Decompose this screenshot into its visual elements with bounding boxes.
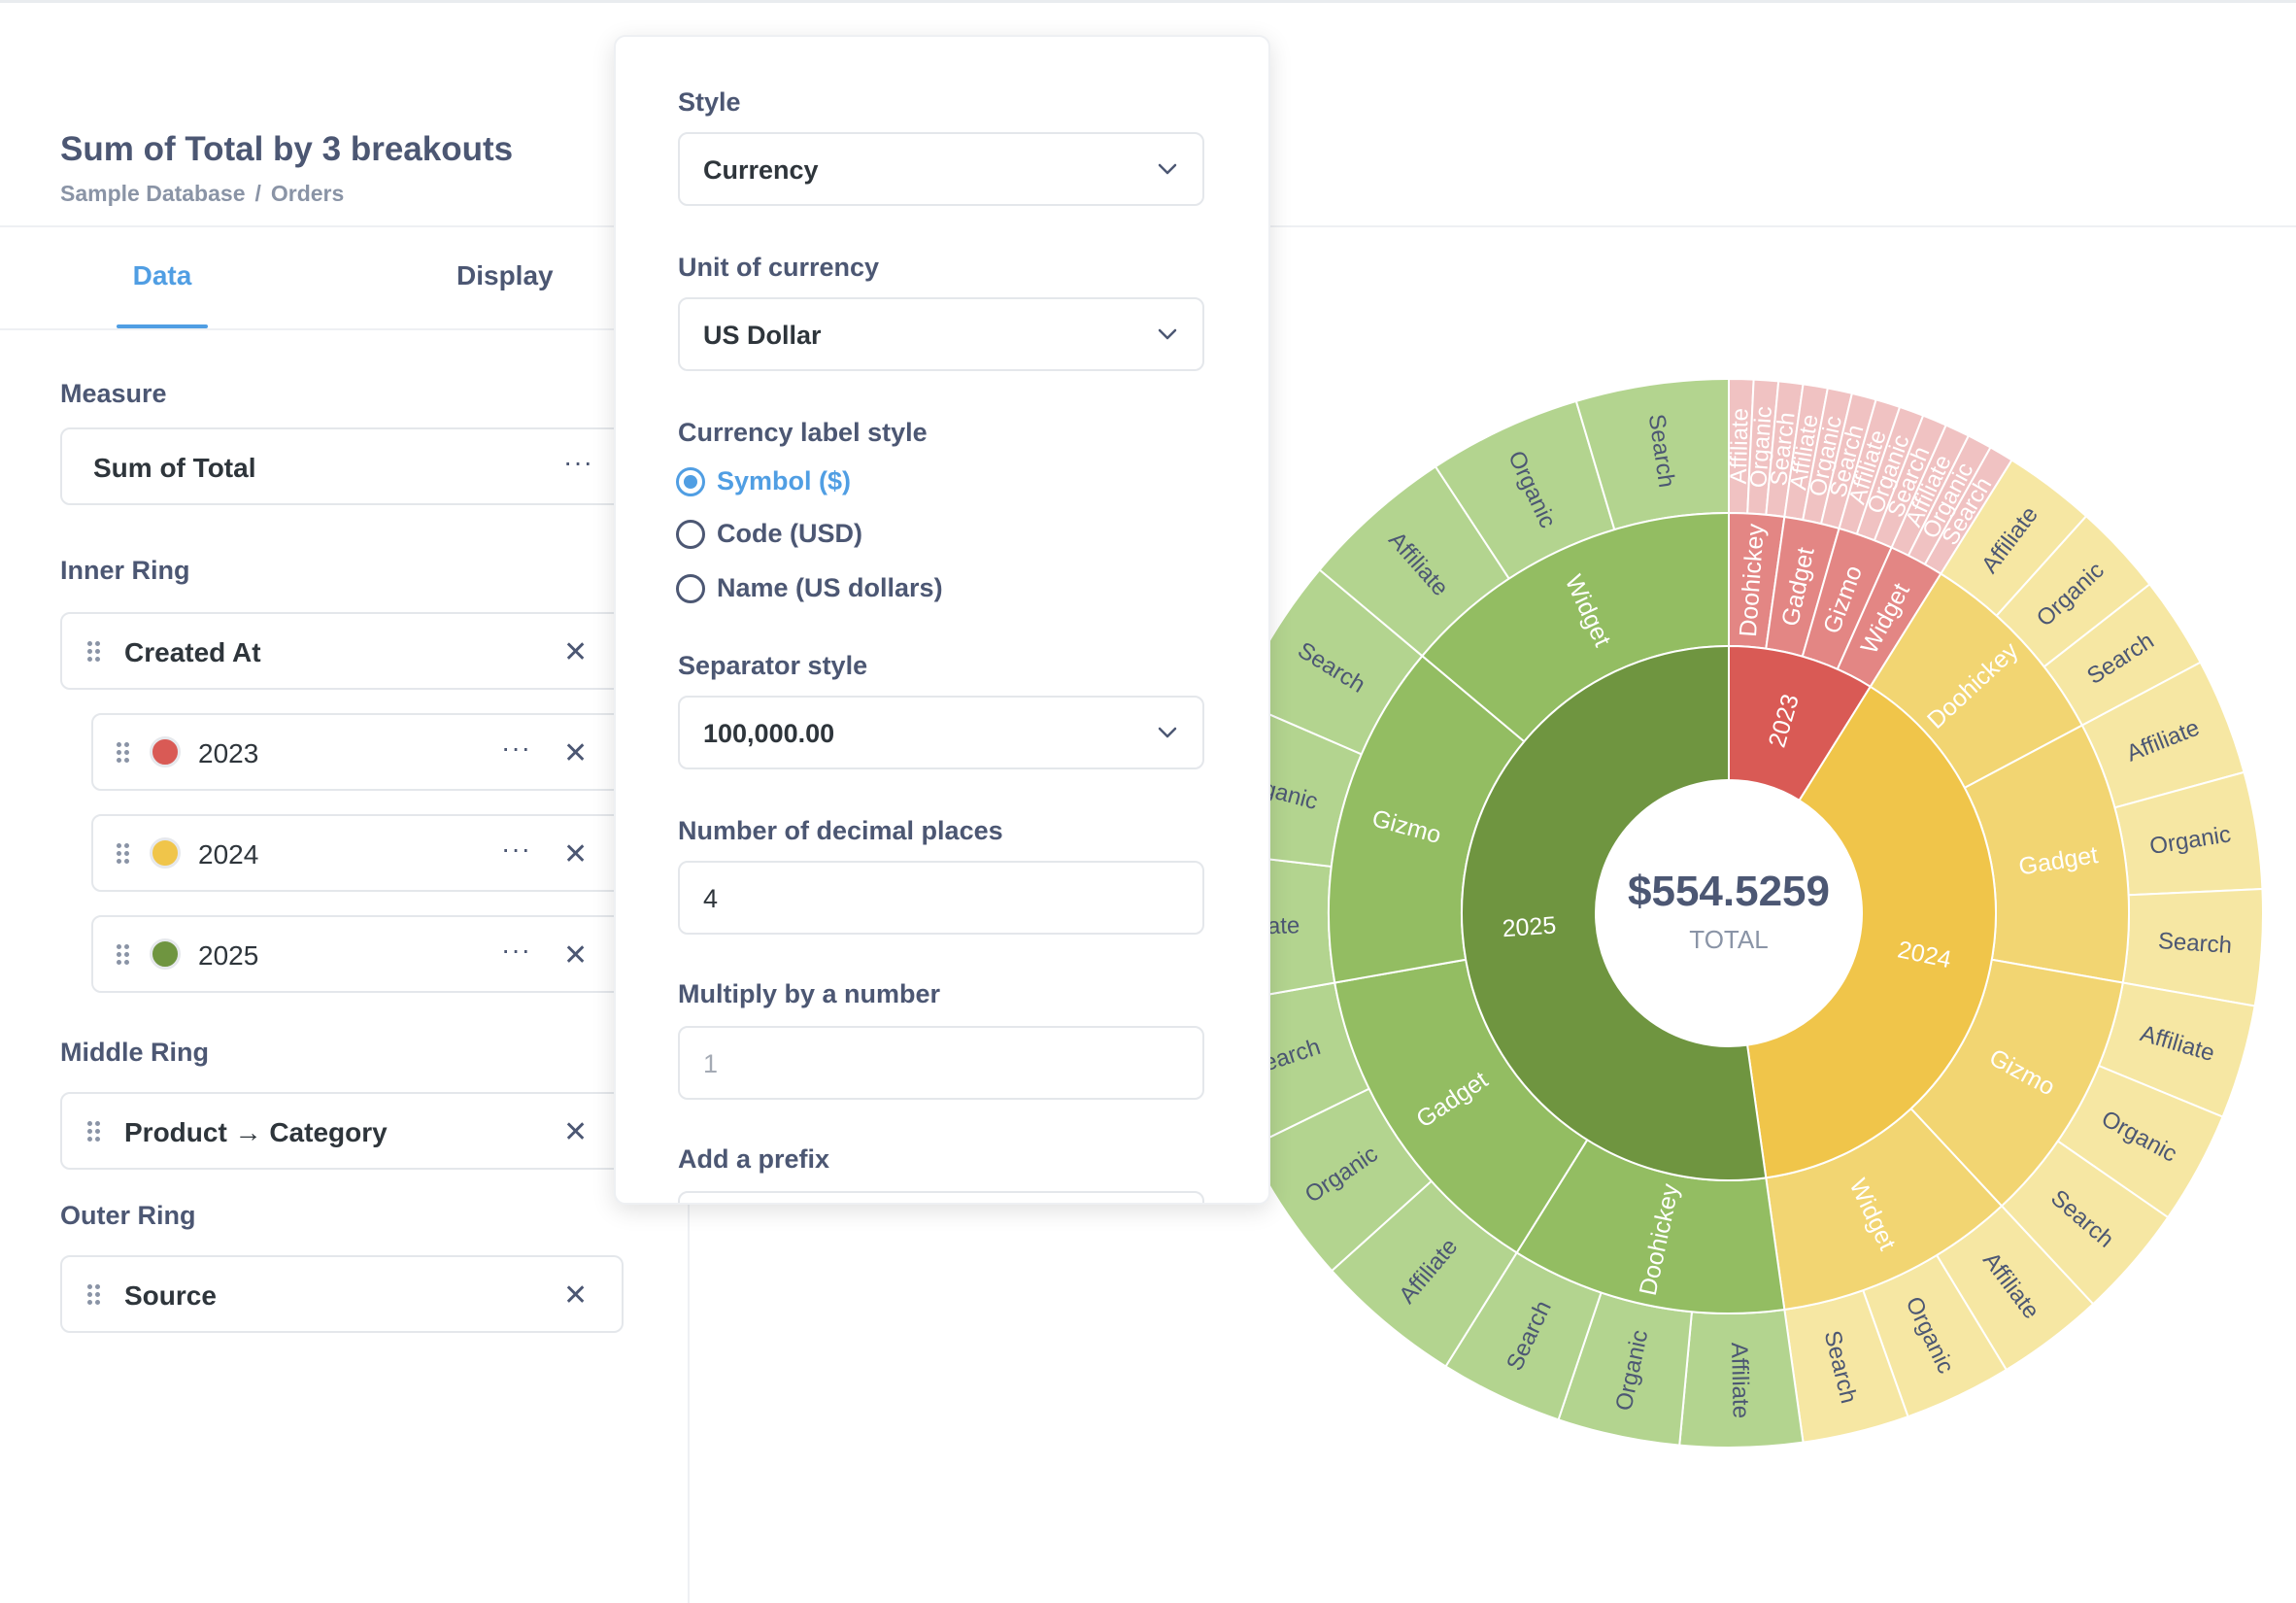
tab-data[interactable]: Data xyxy=(132,260,192,290)
formatting-popover: Style Currency Unit of currency US Dolla… xyxy=(614,35,1270,1205)
close-icon[interactable]: ✕ xyxy=(563,636,589,668)
separator-select[interactable]: 100,000.00 xyxy=(678,696,1204,769)
inner-ring-value-2023[interactable]: 2023 ··· ✕ xyxy=(91,713,625,791)
more-icon[interactable]: ··· xyxy=(501,733,531,763)
inner-ring-card[interactable]: Created At ✕ xyxy=(60,612,624,690)
style-select[interactable]: Currency xyxy=(678,132,1204,206)
inner-ring-value-2025[interactable]: 2025 ··· ✕ xyxy=(91,915,625,993)
radio-icon xyxy=(676,574,705,603)
close-icon[interactable]: ✕ xyxy=(563,1116,589,1148)
middle-ring-card[interactable]: Product → Category ✕ xyxy=(60,1092,624,1170)
tab-display[interactable]: Display xyxy=(456,260,554,290)
prefix-label: Add a prefix xyxy=(678,1144,830,1174)
outer-ring-label: Affiliate xyxy=(1726,1342,1754,1418)
close-icon[interactable]: ✕ xyxy=(563,939,589,972)
measure-label: Measure xyxy=(60,379,167,408)
tabs-divider xyxy=(0,328,688,330)
radio-label: Symbol ($) xyxy=(717,466,852,495)
outer-ring-card[interactable]: Source ✕ xyxy=(60,1255,624,1333)
currency-label-style-label: Currency label style xyxy=(678,418,928,447)
outer-ring-label: Outer Ring xyxy=(60,1201,196,1230)
more-icon[interactable]: ··· xyxy=(501,834,531,864)
outer-ring-label: Affiliate xyxy=(1726,408,1754,485)
style-label: Style xyxy=(678,87,741,117)
radio-selected-icon xyxy=(676,467,705,496)
drag-handle-icon[interactable] xyxy=(87,641,101,663)
drag-handle-icon[interactable] xyxy=(117,843,130,865)
close-icon[interactable]: ✕ xyxy=(563,737,589,769)
inner-ring-label: 2025 xyxy=(1502,911,1557,942)
multiply-placeholder: 1 xyxy=(703,1049,719,1078)
value-label: 2025 xyxy=(198,940,259,971)
separator-value: 100,000.00 xyxy=(703,719,835,748)
breadcrumb-table[interactable]: Orders xyxy=(270,181,345,206)
radio-label: Name (US dollars) xyxy=(717,573,943,602)
measure-value: Sum of Total xyxy=(93,453,256,483)
unit-value: US Dollar xyxy=(703,321,822,350)
breadcrumb-database[interactable]: Sample Database xyxy=(60,181,246,206)
prefix-input[interactable] xyxy=(678,1191,1204,1203)
close-icon[interactable]: ✕ xyxy=(563,838,589,870)
measure-card[interactable]: Sum of Total ··· xyxy=(60,427,624,505)
inner-ring-field: Created At xyxy=(124,637,261,667)
breadcrumb-separator: / xyxy=(254,181,261,206)
outer-ring-field: Source xyxy=(124,1280,217,1311)
radio-label: Code (USD) xyxy=(717,519,862,548)
drag-handle-icon[interactable] xyxy=(87,1284,101,1306)
breadcrumb: Sample Database / Orders xyxy=(60,181,344,207)
drag-handle-icon[interactable] xyxy=(87,1121,101,1143)
chevron-down-icon xyxy=(1158,727,1177,738)
close-icon[interactable]: ✕ xyxy=(563,1279,589,1312)
color-swatch-icon[interactable] xyxy=(150,837,181,869)
color-swatch-icon[interactable] xyxy=(150,938,181,970)
outer-ring-label: Organic xyxy=(1745,405,1777,489)
chart-center xyxy=(1596,780,1862,1046)
unit-label: Unit of currency xyxy=(678,253,880,282)
middle-ring-field: Product → Category xyxy=(124,1117,388,1147)
active-tab-indicator xyxy=(117,324,208,328)
value-label: 2023 xyxy=(198,738,259,768)
center-total-value: $554.5259 xyxy=(1628,868,1830,915)
multiply-label: Multiply by a number xyxy=(678,979,941,1008)
more-icon[interactable]: ··· xyxy=(501,935,531,965)
chevron-down-icon xyxy=(1158,328,1177,340)
inner-ring-label: Inner Ring xyxy=(60,556,190,585)
value-label: 2024 xyxy=(198,839,259,870)
middle-ring-label: Middle Ring xyxy=(60,1038,209,1067)
inner-ring-segment[interactable] xyxy=(1745,685,1997,1179)
more-icon[interactable]: ··· xyxy=(563,447,593,477)
color-swatch-icon[interactable] xyxy=(150,736,181,767)
decimals-value: 4 xyxy=(703,884,719,913)
drag-handle-icon[interactable] xyxy=(117,944,130,966)
top-border xyxy=(0,0,2296,3)
inner-ring-value-2024[interactable]: 2024 ··· ✕ xyxy=(91,814,625,892)
outer-ring-label: Search xyxy=(2157,928,2233,959)
unit-select[interactable]: US Dollar xyxy=(678,297,1204,371)
drag-handle-icon[interactable] xyxy=(117,742,130,764)
separator-label: Separator style xyxy=(678,651,868,680)
decimals-input[interactable]: 4 xyxy=(678,861,1204,935)
center-total-label: TOTAL xyxy=(1689,925,1768,954)
chevron-down-icon xyxy=(1158,163,1177,175)
radio-icon xyxy=(676,520,705,549)
page-title: Sum of Total by 3 breakouts xyxy=(60,130,514,168)
decimals-label: Number of decimal places xyxy=(678,816,1003,845)
style-value: Currency xyxy=(703,155,819,185)
multiply-input[interactable]: 1 xyxy=(678,1026,1204,1100)
